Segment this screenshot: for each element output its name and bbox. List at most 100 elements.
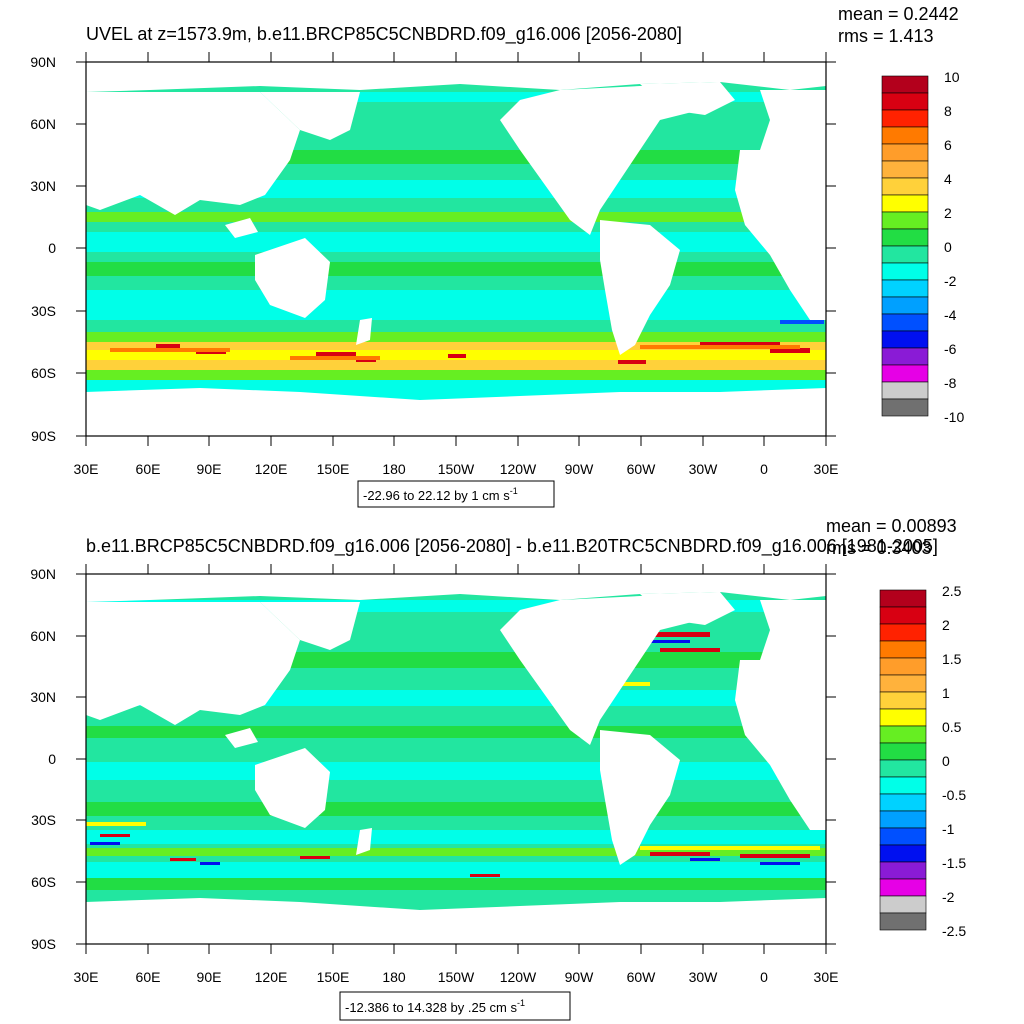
lower-map-chart: b.e11.BRCP85C5CNBDRD.f09_g16.006 [2056-2… <box>30 516 966 1021</box>
upper-xtick-label: 30W <box>689 461 719 477</box>
lower-colorbar-swatch <box>879 725 927 744</box>
upper-colorbar-label: 6 <box>944 137 952 153</box>
lower-colorbar-swatch <box>879 912 927 931</box>
svg-text:-12.386 to 14.328 by .25 cm s-: -12.386 to 14.328 by .25 cm s-1 <box>345 998 525 1015</box>
lower-colorbar-swatch <box>879 606 927 625</box>
lower-colorbar-swatch <box>879 691 927 710</box>
lower-y-axis <box>76 573 836 945</box>
lower-xtick-label: 120W <box>500 969 537 985</box>
upper-x-axis <box>85 52 827 446</box>
upper-y-axis <box>76 61 836 437</box>
upper-xtick-label: 150W <box>438 461 475 477</box>
lower-x-axis <box>85 564 827 954</box>
upper-ytick-label: 90N <box>30 54 56 70</box>
upper-colorbar-swatch <box>881 75 929 94</box>
lower-xtick-label: 180 <box>382 969 406 985</box>
lower-xtick-label: 0 <box>760 969 768 985</box>
upper-colorbar-swatch <box>881 143 929 162</box>
lower-colorbar-label: 2 <box>942 617 950 633</box>
lower-units-superscript: -1 <box>517 998 525 1008</box>
upper-xtick-label: 150E <box>317 461 350 477</box>
upper-colorbar-label: 0 <box>944 239 952 255</box>
lower-rms-label: rms = 0.3403 <box>826 538 932 558</box>
upper-xtick-label: 30E <box>74 461 99 477</box>
upper-panel: UVEL at z=1573.9m, b.e11.BRCP85C5CNBDRD.… <box>30 4 964 508</box>
lower-colorbar-swatch <box>879 623 927 642</box>
upper-colorbar-swatch <box>881 296 929 315</box>
upper-colorbar-swatch <box>881 177 929 196</box>
upper-colorbar-label: -4 <box>944 307 957 323</box>
lower-colorbar-swatch <box>879 895 927 914</box>
lower-xtick-label: 30E <box>814 969 839 985</box>
upper-colorbar-label: -10 <box>944 409 964 425</box>
upper-units-superscript: -1 <box>510 486 518 496</box>
upper-colorbar-swatch <box>881 126 929 145</box>
lower-colorbar-swatch <box>879 742 927 761</box>
upper-colorbar-label: -6 <box>944 341 957 357</box>
lower-ytick-label: 90N <box>30 566 56 582</box>
upper-xtick-label: 120W <box>500 461 537 477</box>
lower-colorbar-label: 0.5 <box>942 719 962 735</box>
lower-xtick-label: 30E <box>74 969 99 985</box>
lower-colorbar-swatch <box>879 844 927 863</box>
lower-xtick-label: 150W <box>438 969 475 985</box>
upper-chart-title: UVEL at z=1573.9m, b.e11.BRCP85C5CNBDRD.… <box>86 24 682 45</box>
lower-xtick-label: 120E <box>255 969 288 985</box>
upper-contour-info: -22.96 to 22.12 by 1 cm s-1 <box>357 480 555 508</box>
lower-panel: b.e11.BRCP85C5CNBDRD.f09_g16.006 [2056-2… <box>0 512 1024 1024</box>
upper-colorbar-label: 4 <box>944 171 952 187</box>
lower-contour-info-text: -12.386 to 14.328 by .25 cm s <box>345 1000 517 1015</box>
lower-colorbar-swatch <box>879 810 927 829</box>
upper-ytick-label: 60N <box>30 116 56 132</box>
upper-xtick-label: 60W <box>627 461 657 477</box>
upper-map-chart: UVEL at z=1573.9m, b.e11.BRCP85C5CNBDRD.… <box>30 4 964 508</box>
lower-colorbar-swatch <box>879 759 927 778</box>
lower-colorbar-label: -0.5 <box>942 787 966 803</box>
lower-colorbar-label: -2.5 <box>942 923 966 939</box>
upper-colorbar-swatch <box>881 279 929 298</box>
upper-colorbar-swatch <box>881 92 929 111</box>
upper-colorbar-swatch <box>881 313 929 332</box>
lower-colorbar-label: 2.5 <box>942 583 962 599</box>
lower-xtick-label: 30W <box>689 969 719 985</box>
lower-ytick-label: 60S <box>31 874 56 890</box>
lower-colorbar-swatch <box>879 776 927 795</box>
lower-xtick-label: 90E <box>197 969 222 985</box>
lower-colorbar: 2.5 2 1.5 1 0.5 0 -0.5 -1 -1.5 -2 -2.5 <box>879 583 966 939</box>
upper-ytick-label: 60S <box>31 365 56 381</box>
lower-contour-info: -12.386 to 14.328 by .25 cm s-1 <box>339 991 571 1021</box>
upper-colorbar-swatch <box>881 398 929 417</box>
upper-xtick-label: 180 <box>382 461 406 477</box>
lower-colorbar-label: 0 <box>942 753 950 769</box>
upper-colorbar-swatch <box>881 228 929 247</box>
upper-xtick-label: 90W <box>565 461 595 477</box>
upper-contour-info-text: -22.96 to 22.12 by 1 cm s <box>363 488 510 503</box>
upper-ytick-label: 0 <box>48 240 56 256</box>
lower-colorbar-swatch <box>879 878 927 897</box>
upper-colorbar-swatch <box>881 381 929 400</box>
lower-colorbar-label: 1.5 <box>942 651 962 667</box>
lower-ytick-label: 90S <box>31 936 56 952</box>
upper-land <box>86 62 826 436</box>
upper-colorbar-swatch <box>881 109 929 128</box>
lower-chart-title: b.e11.BRCP85C5CNBDRD.f09_g16.006 [2056-2… <box>86 536 938 557</box>
lower-colorbar-swatch <box>879 861 927 880</box>
lower-colorbar-label: -1 <box>942 821 955 837</box>
upper-xtick-label: 60E <box>136 461 161 477</box>
upper-colorbar-label: 10 <box>944 69 960 85</box>
lower-colorbar-swatch <box>879 793 927 812</box>
lower-colorbar-swatch <box>879 708 927 727</box>
lower-colorbar-swatch <box>879 640 927 659</box>
upper-xtick-label: 0 <box>760 461 768 477</box>
lower-ytick-label: 60N <box>30 628 56 644</box>
upper-map-field <box>86 62 826 436</box>
upper-colorbar-label: 8 <box>944 103 952 119</box>
lower-colorbar-swatch <box>879 674 927 693</box>
lower-xtick-label: 60E <box>136 969 161 985</box>
lower-colorbar-swatch <box>879 657 927 676</box>
upper-rms-label: rms = 1.413 <box>838 26 934 46</box>
lower-colorbar-label: 1 <box>942 685 950 701</box>
upper-colorbar-swatch <box>881 364 929 383</box>
upper-ytick-label: 30N <box>30 178 56 194</box>
lower-xtick-label: 90W <box>565 969 595 985</box>
